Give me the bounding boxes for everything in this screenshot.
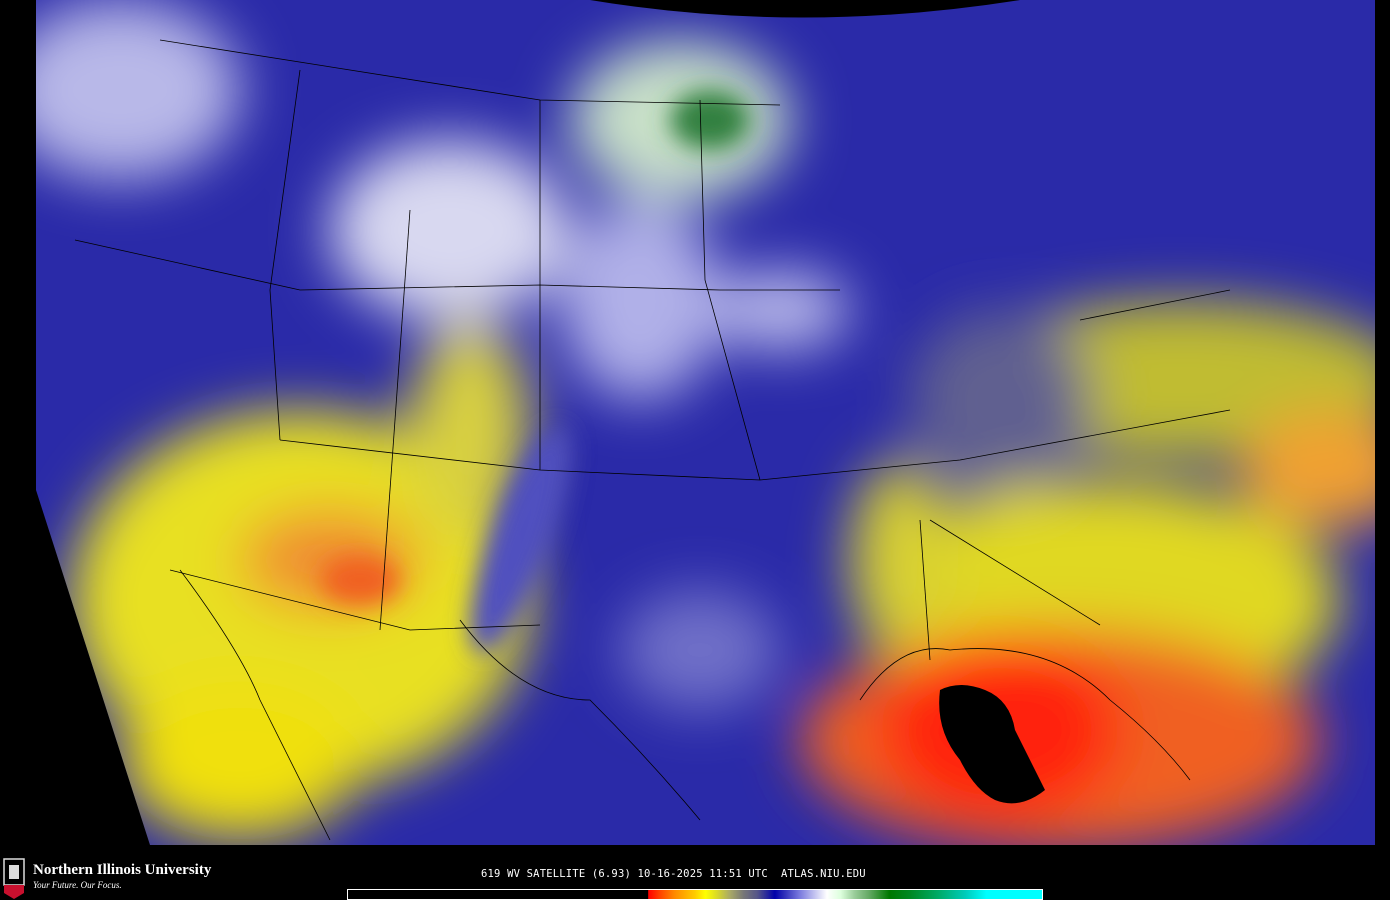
footer-bar: Northern Illinois University Your Future…: [0, 845, 1390, 900]
dry-air-core: [939, 685, 1045, 804]
image-caption: 619 WV SATELLITE (6.93) 10-16-2025 11:51…: [481, 868, 866, 880]
water-vapor-satellite-map: [36, 0, 1375, 845]
university-tagline: Your Future. Our Focus.: [33, 880, 122, 890]
color-scale-bar: [347, 889, 1043, 900]
state-boundaries: [74, 39, 1231, 841]
university-name: Northern Illinois University: [33, 862, 212, 878]
imagery: [36, 0, 1375, 845]
niu-logo-icon: [3, 858, 25, 899]
